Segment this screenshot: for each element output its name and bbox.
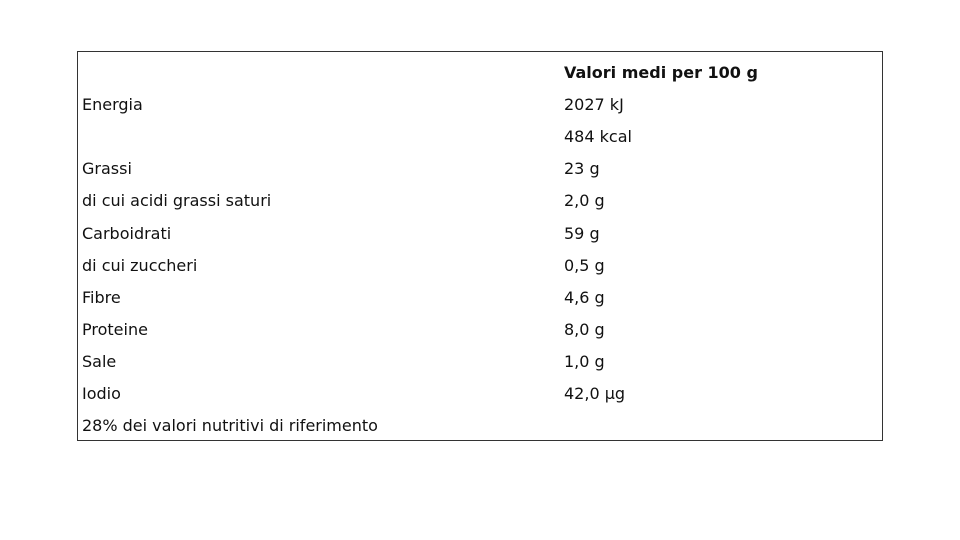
row-value: 484 kcal	[564, 127, 632, 146]
row-value: 1,0 g	[564, 352, 605, 371]
row-value: 8,0 g	[564, 320, 605, 339]
row-label: Energia	[82, 95, 143, 114]
table-row: di cui acidi grassi saturi 2,0 g	[78, 185, 882, 217]
row-value: 2,0 g	[564, 191, 605, 210]
nutrition-table: Valori medi per 100 g Energia 2027 kJ 48…	[77, 51, 883, 441]
column-header: Valori medi per 100 g	[564, 63, 758, 82]
row-label: Proteine	[82, 320, 148, 339]
row-label: Sale	[82, 352, 117, 371]
row-value: 59 g	[564, 224, 600, 243]
table-row: di cui zuccheri 0,5 g	[78, 250, 882, 282]
table-row: Carboidrati 59 g	[78, 218, 882, 250]
table-row: Proteine 8,0 g	[78, 314, 882, 346]
table-row: Energia 2027 kJ	[78, 89, 882, 121]
row-value: 0,5 g	[564, 256, 605, 275]
row-label: Grassi	[82, 159, 132, 178]
table-row: Fibre 4,6 g	[78, 282, 882, 314]
row-label: di cui zuccheri	[82, 256, 198, 275]
table-row: 484 kcal	[78, 121, 882, 153]
table-row: Grassi 23 g	[78, 153, 882, 185]
table-row: Sale 1,0 g	[78, 346, 882, 378]
footnote: 28% dei valori nutritivi di riferimento	[82, 416, 378, 435]
row-value: 2027 kJ	[564, 95, 624, 114]
row-label: Fibre	[82, 288, 121, 307]
row-label: di cui acidi grassi saturi	[82, 191, 272, 210]
row-label: Carboidrati	[82, 224, 172, 243]
table-footnote-row: 28% dei valori nutritivi di riferimento	[78, 410, 882, 442]
row-label: Iodio	[82, 384, 121, 403]
row-value: 23 g	[564, 159, 600, 178]
table-row: Iodio 42,0 µg	[78, 378, 882, 410]
row-value: 4,6 g	[564, 288, 605, 307]
table-header-row: Valori medi per 100 g	[78, 57, 882, 89]
row-value: 42,0 µg	[564, 384, 626, 403]
